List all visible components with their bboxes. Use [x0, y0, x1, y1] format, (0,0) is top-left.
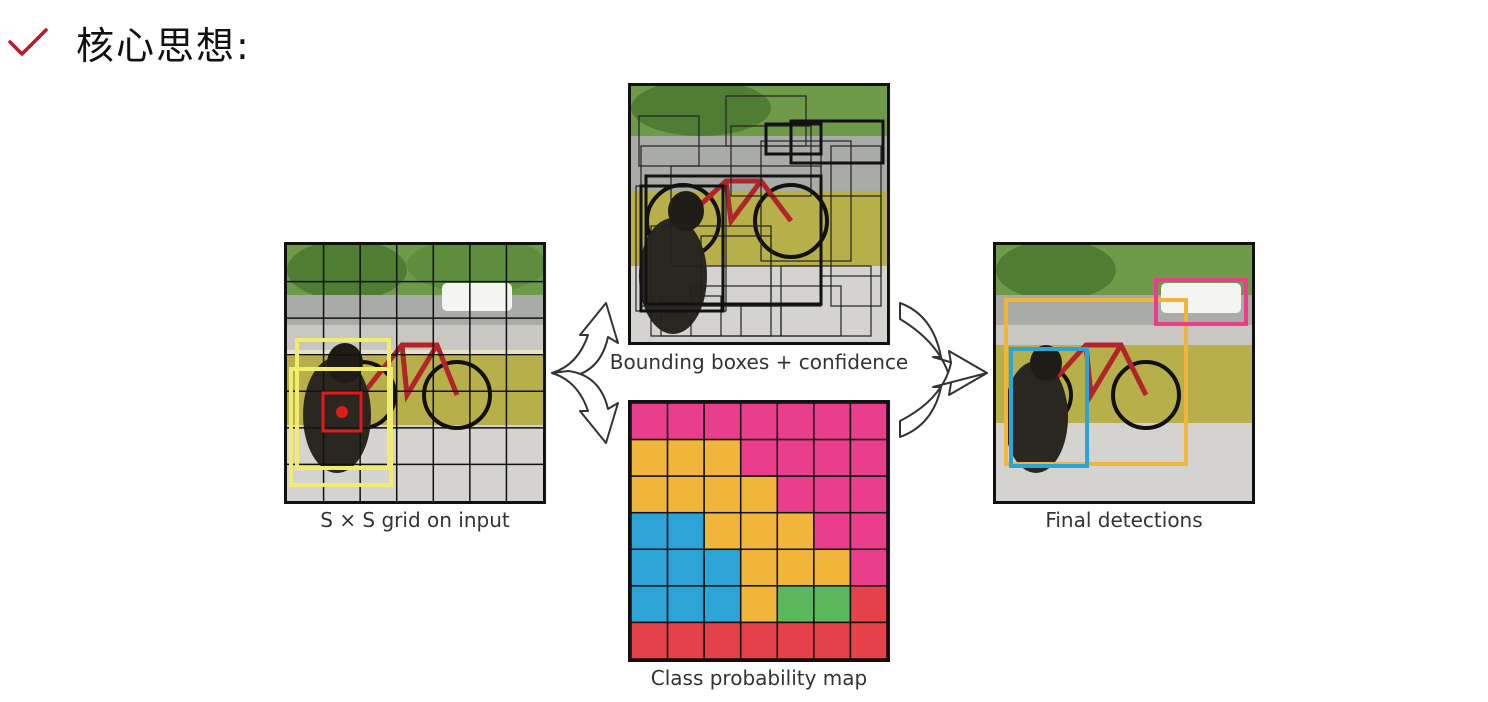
- probability-cell-car: [813, 438, 852, 477]
- probability-cell-car: [813, 511, 852, 551]
- probability-cell-table: [666, 621, 705, 659]
- probability-cell-table: [739, 621, 779, 659]
- probability-cell-other: [776, 585, 815, 624]
- probability-cell-car: [776, 403, 815, 441]
- slide-title: 核心思想:: [76, 23, 251, 68]
- probability-map: [631, 403, 887, 659]
- probability-cell-bicycle: [739, 585, 779, 624]
- class-probability-caption: Class probability map: [650, 666, 868, 690]
- probability-cell-bicycle: [739, 511, 779, 551]
- probability-cell-bicycle: [703, 475, 742, 514]
- probability-cell-bicycle: [739, 475, 779, 514]
- probability-cell-car: [813, 403, 852, 441]
- probability-cell-car: [849, 548, 887, 587]
- boxes-image: [631, 86, 887, 342]
- final-image: [996, 245, 1252, 501]
- probability-cell-car: [849, 511, 887, 551]
- probability-cell-bicycle: [631, 475, 669, 514]
- probability-cell-car: [849, 438, 887, 477]
- probability-cell-car: [739, 438, 779, 477]
- probability-cell-dog: [631, 511, 669, 551]
- probability-cell-car: [666, 403, 705, 441]
- probability-cell-dog: [631, 548, 669, 587]
- input-grid-caption: S × S grid on input: [320, 508, 510, 532]
- final-detections-panel: [993, 242, 1255, 504]
- probability-cell-car: [776, 475, 815, 514]
- probability-cell-other: [813, 585, 852, 624]
- split-arrows-icon: [551, 302, 619, 444]
- probability-cell-bicycle: [703, 511, 742, 551]
- bounding-boxes-panel: [628, 83, 890, 345]
- merge-arrows-icon: [899, 302, 988, 438]
- input-grid-panel: [284, 242, 546, 504]
- probability-cell-bicycle: [631, 438, 669, 477]
- probability-cell-car: [849, 403, 887, 441]
- probability-cell-bicycle: [666, 438, 705, 477]
- probability-cell-bicycle: [739, 548, 779, 587]
- probability-cell-dog: [703, 585, 742, 624]
- probability-cell-table: [776, 621, 815, 659]
- class-probability-panel: [628, 400, 890, 662]
- final-detections-caption: Final detections: [1045, 508, 1203, 532]
- probability-cell-dog: [703, 548, 742, 587]
- probability-cell-bicycle: [666, 475, 705, 514]
- probability-cell-dog: [631, 585, 669, 624]
- probability-cell-dog: [666, 511, 705, 551]
- probability-cell-car: [849, 475, 887, 514]
- probability-cell-table: [813, 621, 852, 659]
- probability-cell-bicycle: [776, 548, 815, 587]
- probability-cell-dog: [666, 585, 705, 624]
- probability-cell-bicycle: [813, 548, 852, 587]
- slide-header: 核心思想:: [6, 14, 251, 70]
- bounding-boxes-caption: Bounding boxes + confidence: [609, 350, 909, 374]
- probability-cell-bicycle: [776, 511, 815, 551]
- probability-cell-dog: [666, 548, 705, 587]
- probability-cell-table: [849, 621, 887, 659]
- probability-cell-car: [631, 403, 669, 441]
- checkmark-icon: [8, 28, 48, 56]
- input-image: [287, 245, 543, 501]
- probability-cell-table: [849, 585, 887, 624]
- probability-cell-car: [703, 403, 742, 441]
- probability-cell-car: [813, 475, 852, 514]
- probability-cell-table: [631, 621, 669, 659]
- probability-cell-car: [776, 438, 815, 477]
- probability-cell-table: [703, 621, 742, 659]
- probability-cell-bicycle: [703, 438, 742, 477]
- probability-cell-car: [739, 403, 779, 441]
